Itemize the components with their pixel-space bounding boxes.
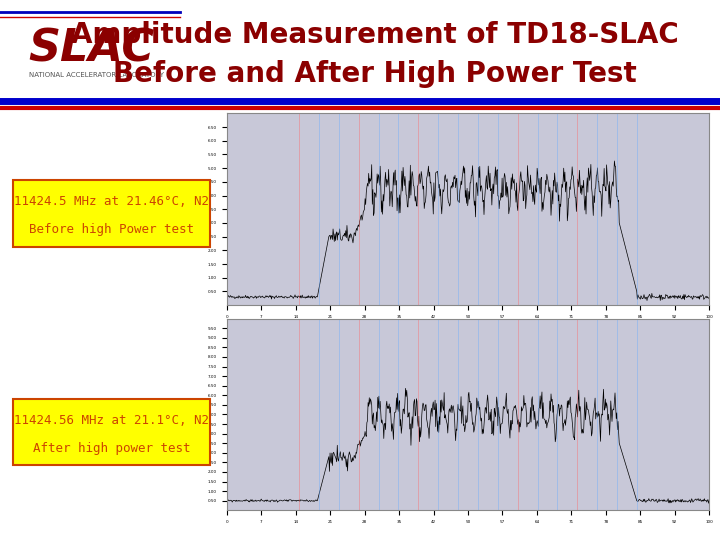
Text: Before high Power test: Before high Power test (29, 224, 194, 237)
Text: After high power test: After high power test (33, 442, 190, 455)
Text: 11424.56 MHz at 21.1°C, N2: 11424.56 MHz at 21.1°C, N2 (14, 414, 209, 427)
Y-axis label: Amp: Amp (197, 407, 202, 422)
Text: NATIONAL ACCELERATOR LABORATORY: NATIONAL ACCELERATOR LABORATORY (29, 72, 164, 78)
Text: 11424.5 MHz at 21.46°C, N2: 11424.5 MHz at 21.46°C, N2 (14, 195, 209, 208)
Text: Before and After High Power Test: Before and After High Power Test (112, 60, 636, 88)
Text: Amplitude Measurement of TD18-SLAC: Amplitude Measurement of TD18-SLAC (71, 22, 678, 49)
FancyBboxPatch shape (14, 180, 210, 247)
Text: SLAC: SLAC (29, 27, 155, 70)
Y-axis label: Amp: Amp (197, 201, 202, 217)
FancyBboxPatch shape (14, 399, 210, 465)
